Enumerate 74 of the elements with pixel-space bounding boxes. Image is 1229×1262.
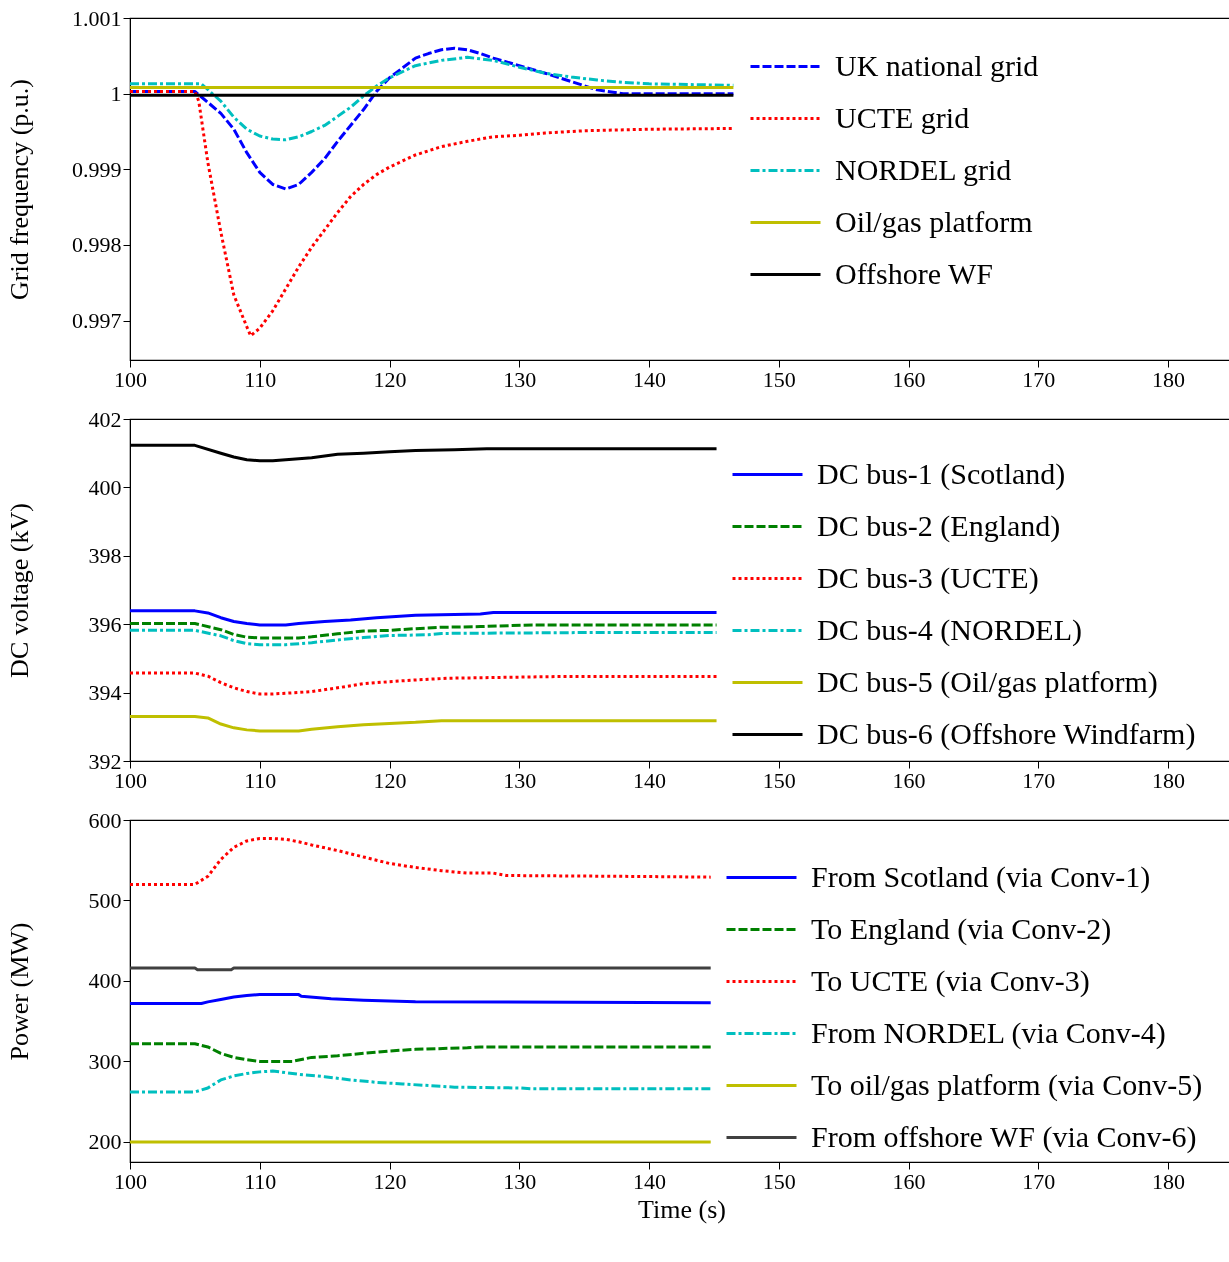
y-tick-label: 402: [88, 406, 122, 432]
x-tick-label: 140: [633, 366, 667, 392]
y-tick-label: 600: [88, 807, 122, 833]
x-tick-label: 180: [1152, 366, 1186, 392]
line-series: [130, 993, 713, 1005]
x-tick-label: 100: [114, 1168, 147, 1194]
x-tick-label: 120: [373, 366, 407, 392]
y-tick-label: 398: [88, 543, 122, 569]
legend-label: From offshore WF (via Conv-6): [811, 1119, 1197, 1154]
x-tick-label: 140: [633, 767, 667, 793]
x-tick-label: 180: [1152, 1168, 1186, 1194]
legend-label: DC bus-2 (England): [817, 508, 1061, 543]
y-tick-label: 200: [88, 1129, 122, 1155]
y-tick-label: 394: [88, 680, 122, 706]
x-tick-label: 110: [244, 366, 277, 392]
legend-label: DC bus-6 (Offshore Windfarm): [817, 716, 1196, 751]
line-series: [130, 1042, 713, 1063]
legend-label: From NORDEL (via Conv-4): [811, 1015, 1166, 1050]
legend-label: From Scotland (via Conv-1): [811, 859, 1151, 894]
legend-label: Offshore WF: [835, 256, 994, 290]
legend-label: DC bus-1 (Scotland): [817, 456, 1066, 491]
x-tick-label: 150: [762, 1168, 796, 1194]
x-tick-label: 130: [503, 366, 537, 392]
y-axis-title: Power (MW): [4, 922, 34, 1061]
y-tick-label: 392: [88, 748, 122, 774]
line-series: [130, 837, 713, 886]
legend-label: To UCTE (via Conv-3): [811, 963, 1090, 998]
y-tick-label: 500: [88, 887, 122, 913]
legend-label: UCTE grid: [835, 100, 970, 134]
line-series: [130, 622, 719, 640]
line-series: [130, 1069, 713, 1094]
x-tick-label: 170: [1022, 366, 1056, 392]
x-tick-label: 110: [244, 767, 277, 793]
x-tick-label: 130: [503, 767, 537, 793]
y-tick-label: 396: [88, 611, 122, 637]
legend-label: DC bus-4 (NORDEL): [817, 612, 1082, 647]
y-tick-label: 400: [88, 474, 122, 500]
y-tick-label: 1.001: [72, 5, 122, 31]
x-tick-label: 160: [892, 1168, 926, 1194]
y-tick-label: 400: [88, 968, 122, 994]
x-tick-label: 170: [1022, 767, 1056, 793]
line-series: [130, 671, 719, 696]
y-tick-label: 0.998: [72, 232, 122, 258]
x-tick-label: 100: [114, 366, 147, 392]
line-series: [130, 715, 719, 733]
x-tick-label: 140: [633, 1168, 667, 1194]
line-series: [130, 628, 719, 647]
x-tick-label: 170: [1022, 1168, 1056, 1194]
legend-label: To oil/gas platform (via Conv-5): [811, 1067, 1203, 1102]
legend-label: To England (via Conv-2): [811, 911, 1112, 946]
x-tick-label: 130: [503, 1168, 537, 1194]
line-series: [130, 89, 735, 338]
y-tick-label: 1: [110, 81, 122, 107]
y-tick-label: 0.997: [72, 308, 122, 334]
legend-label: Oil/gas platform: [835, 204, 1033, 238]
x-tick-label: 110: [244, 1168, 277, 1194]
legend-label: DC bus-3 (UCTE): [817, 560, 1039, 595]
x-tick-label: 160: [892, 366, 926, 392]
legend-label: DC bus-5 (Oil/gas platform): [817, 664, 1158, 699]
line-series: [130, 609, 719, 627]
x-tick-label: 180: [1152, 767, 1186, 793]
x-axis-title: Time (s): [638, 1194, 726, 1224]
x-tick-label: 160: [892, 767, 926, 793]
y-axis-title: DC voltage (kV): [4, 503, 34, 678]
y-tick-label: 0.999: [72, 156, 122, 182]
legend-label: UK national grid: [835, 48, 1039, 82]
y-tick-label: 300: [88, 1048, 122, 1074]
x-tick-label: 150: [762, 366, 796, 392]
legend-label: NORDEL grid: [835, 152, 1012, 186]
line-series: [130, 46, 735, 191]
x-tick-label: 120: [373, 767, 407, 793]
y-axis-title: Grid frequency (p.u.): [4, 79, 34, 300]
x-tick-label: 120: [373, 1168, 407, 1194]
x-tick-label: 150: [762, 767, 796, 793]
